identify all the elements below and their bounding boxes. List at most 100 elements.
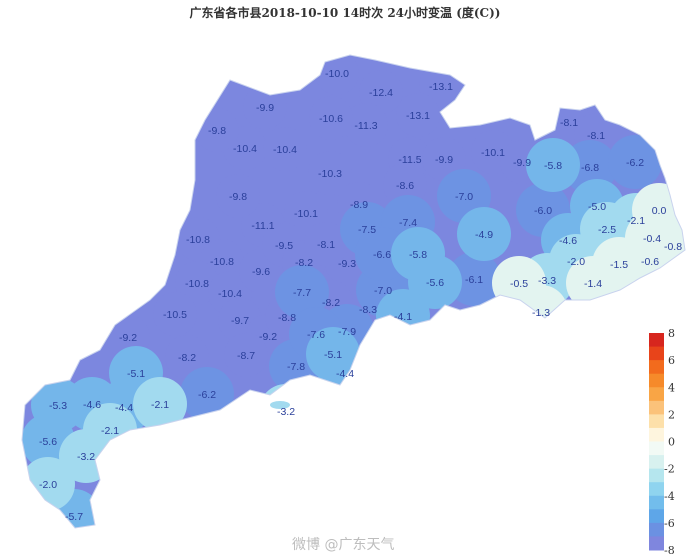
- legend-label: 0: [668, 436, 675, 449]
- value-label: -8.8: [278, 312, 296, 324]
- region-fill: [608, 135, 662, 189]
- region-fill: [447, 252, 501, 306]
- value-label: -6.0: [534, 205, 552, 217]
- region-fill: [175, 261, 219, 305]
- value-label: -10.4: [233, 143, 257, 155]
- value-label: -6.2: [626, 157, 644, 169]
- region-fill: [304, 222, 348, 266]
- region-fill: [309, 96, 353, 140]
- region-fill: [133, 377, 187, 431]
- value-label: -9.6: [252, 266, 270, 278]
- value-label: -3.2: [277, 406, 295, 418]
- region-fill: [344, 103, 388, 147]
- region-fill: [526, 138, 580, 192]
- value-label: -6.6: [373, 249, 391, 261]
- region-fill: [359, 70, 403, 114]
- value-label: -9.2: [259, 331, 277, 343]
- legend-swatch: [649, 522, 664, 537]
- island: [270, 401, 290, 409]
- legend-label: 6: [668, 354, 675, 367]
- value-label: -5.3: [49, 400, 67, 412]
- legend-swatch: [649, 427, 664, 442]
- region-fill: [243, 85, 287, 129]
- value-label: -8.1: [560, 117, 578, 129]
- legend-swatch: [649, 414, 664, 429]
- region-fill: [383, 163, 427, 207]
- legend-swatch: [649, 441, 664, 456]
- value-label: -10.6: [319, 113, 343, 125]
- legend-swatch: [649, 536, 664, 551]
- region-fill: [457, 207, 511, 261]
- legend-swatch: [649, 360, 664, 375]
- value-label: -0.4: [643, 233, 661, 245]
- legend-label: -6: [664, 517, 675, 530]
- value-label: -2.0: [567, 256, 585, 268]
- value-label: -5.8: [544, 160, 562, 172]
- value-label: -0.6: [641, 256, 659, 268]
- value-label: -4.6: [83, 399, 101, 411]
- value-label: -6.8: [581, 162, 599, 174]
- value-label: -9.9: [435, 154, 453, 166]
- value-label: -4.4: [115, 402, 133, 414]
- legend-swatch: [649, 495, 664, 510]
- value-label: -10.4: [218, 288, 242, 300]
- legend-swatch: [649, 400, 664, 415]
- value-label: -2.1: [151, 399, 169, 411]
- legend-label: -8: [664, 544, 675, 557]
- value-label: -4.6: [559, 235, 577, 247]
- region-fill: [308, 151, 352, 195]
- legend-swatch: [649, 387, 664, 402]
- value-label: -5.6: [39, 436, 57, 448]
- legend-label: 2: [668, 408, 675, 421]
- legend-label: 8: [668, 327, 675, 340]
- value-label: -0.8: [664, 241, 682, 253]
- value-label: -10.8: [210, 256, 234, 268]
- region-fill: [263, 127, 307, 171]
- value-label: -10.0: [325, 68, 349, 80]
- value-label: 0.0: [652, 205, 667, 217]
- value-label: -13.1: [406, 110, 430, 122]
- value-label: -9.9: [513, 157, 531, 169]
- value-label: -8.2: [178, 352, 196, 364]
- value-label: -7.5: [358, 224, 376, 236]
- region-fill: [216, 174, 260, 218]
- value-label: -10.4: [273, 144, 297, 156]
- value-label: -10.8: [185, 278, 209, 290]
- color-legend: 8 6 4 2 0 -2 -4 -6 -8: [649, 327, 675, 557]
- legend-swatch: [649, 509, 664, 524]
- value-label: -2.5: [598, 224, 616, 236]
- value-label: -7.7: [293, 287, 311, 299]
- region-fill: [224, 333, 268, 377]
- value-label: -8.1: [317, 239, 335, 251]
- value-label: -5.1: [324, 349, 342, 361]
- legend-label: 4: [668, 381, 675, 394]
- legend-swatch: [649, 346, 664, 361]
- region-fill: [408, 255, 462, 309]
- value-label: -8.7: [237, 350, 255, 362]
- value-label: -2.1: [101, 425, 119, 437]
- value-label: -11.1: [251, 220, 274, 232]
- value-label: -13.1: [429, 81, 453, 93]
- value-label: -1.4: [584, 278, 602, 290]
- value-label: -5.1: [127, 368, 145, 380]
- value-label: -9.2: [119, 332, 137, 344]
- value-label: -1.5: [610, 259, 628, 271]
- legend-swatch: [649, 333, 664, 348]
- value-label: -4.1: [394, 311, 412, 323]
- value-label: -8.1: [587, 130, 605, 142]
- value-label: -7.8: [287, 361, 305, 373]
- value-label: -7.0: [374, 285, 392, 297]
- value-label: -9.7: [231, 315, 249, 327]
- value-label: -9.9: [256, 102, 274, 114]
- value-label: -9.3: [338, 258, 356, 270]
- value-label: -8.9: [350, 199, 368, 211]
- value-label: -4.9: [475, 229, 493, 241]
- value-label: -10.1: [481, 147, 505, 159]
- value-label: -5.7: [65, 511, 83, 523]
- value-label: -2.1: [627, 215, 645, 227]
- value-label: -12.4: [369, 87, 393, 99]
- watermark: 微博 @广东天气: [292, 537, 395, 553]
- value-label: -5.0: [588, 201, 606, 213]
- value-label: -7.0: [455, 191, 473, 203]
